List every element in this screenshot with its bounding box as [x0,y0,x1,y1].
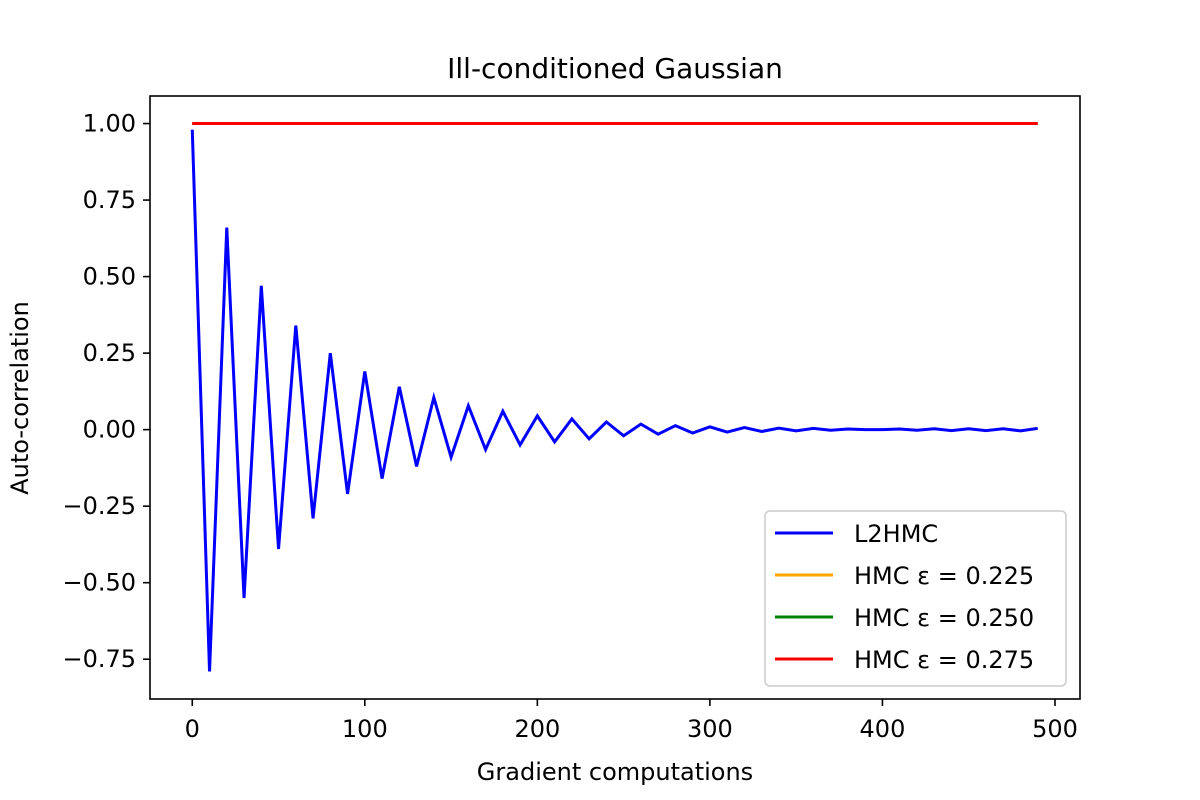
legend-label-0: L2HMC [854,520,938,548]
y-tick-label: −0.75 [62,645,136,673]
x-tick-label: 100 [342,715,388,743]
y-axis-label: Auto-correlation [6,301,34,495]
x-axis: 0 100 200 300 400 500 [185,699,1078,743]
y-tick-label: −0.50 [62,569,136,597]
legend-label-1: HMC ε = 0.225 [854,562,1034,590]
x-axis-label: Gradient computations [477,758,753,786]
y-tick-label: −0.25 [62,492,136,520]
plot-frame [149,95,1081,700]
legend-label-3: HMC ε = 0.275 [854,646,1034,674]
y-tick-label: 0.50 [83,263,136,291]
x-tick-label: 400 [860,715,906,743]
x-tick-label: 300 [687,715,733,743]
plot-area [149,95,1081,700]
x-tick-label: 500 [1032,715,1078,743]
chart-title: Ill-conditioned Gaussian [447,52,783,85]
series-line-0 [190,129,1038,672]
y-tick-label: 1.00 [83,110,136,138]
legend-label-2: HMC ε = 0.250 [854,604,1034,632]
y-tick-label: 0.25 [83,339,136,367]
y-tick-label: 0.75 [83,186,136,214]
y-tick-label: 0.00 [83,416,136,444]
x-tick-label: 0 [185,715,200,743]
legend: L2HMC HMC ε = 0.225 HMC ε = 0.250 HMC ε = 0… [764,510,1067,687]
y-axis: 1.00 0.75 0.50 0.25 0.00 −0.25 −0.50 −0.75 [62,110,150,673]
legend-box [764,510,1067,687]
x-tick-label: 200 [514,715,560,743]
